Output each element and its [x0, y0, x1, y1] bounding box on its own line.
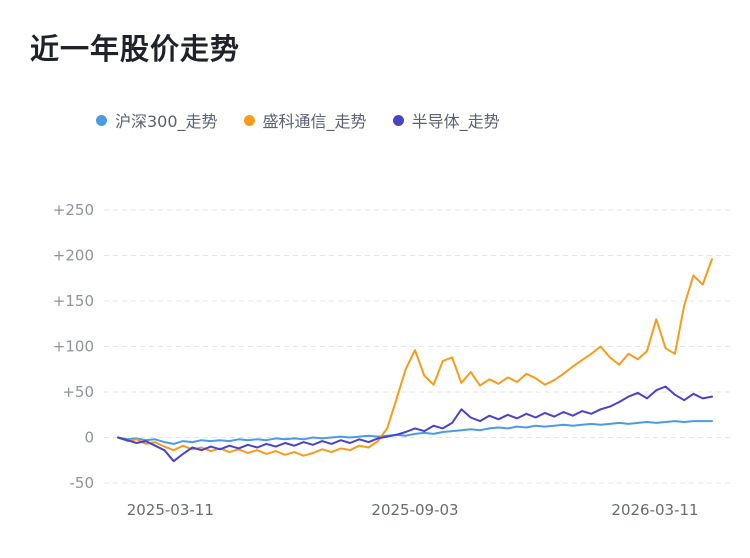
chart-title: 近一年股价走势: [30, 32, 241, 66]
y-axis-tick-label: +50: [62, 383, 94, 401]
series-line-盛科通信_走势: [117, 258, 713, 457]
chart-svg: -50 0 +50 +100 +150 +200 +250 2025-03-11 2025-09…: [53, 201, 730, 519]
legend-dot-hs300: [96, 114, 107, 126]
x-axis-tick-label: 2026-03-11: [611, 501, 698, 519]
y-axis-tick-label: +100: [53, 338, 94, 356]
legend: 沪深300_走势 盛科通信_走势 半导体_走势: [96, 108, 500, 132]
legend-item-centec[interactable]: 盛科通信_走势: [243, 108, 367, 132]
legend-item-hs300[interactable]: 沪深300_走势: [96, 108, 218, 132]
series-line-半导体_走势: [117, 385, 713, 463]
legend-label-centec: 盛科通信_走势: [262, 112, 367, 131]
legend-label-semiconductor: 半导体_走势: [411, 112, 500, 131]
series-line-沪深300_走势: [117, 420, 713, 445]
legend-dot-semiconductor: [392, 114, 404, 126]
x-axis-tick-label: 2025-03-11: [127, 501, 214, 519]
y-axis-tick-label: -50: [70, 474, 95, 492]
x-axis-tick-label: 2025-09-03: [371, 501, 458, 519]
y-axis-tick-label: 0: [84, 429, 94, 447]
legend-dot-centec: [243, 114, 255, 126]
legend-label-hs300: 沪深300_走势: [115, 112, 218, 131]
y-axis-tick-label: +250: [53, 201, 94, 219]
chart-area: -50 0 +50 +100 +150 +200 +250 2025-03-11 2025-09…: [0, 150, 750, 545]
y-axis-tick-label: +150: [53, 292, 94, 310]
legend-item-semiconductor[interactable]: 半导体_走势: [392, 108, 500, 132]
y-axis-tick-label: +200: [53, 247, 94, 265]
